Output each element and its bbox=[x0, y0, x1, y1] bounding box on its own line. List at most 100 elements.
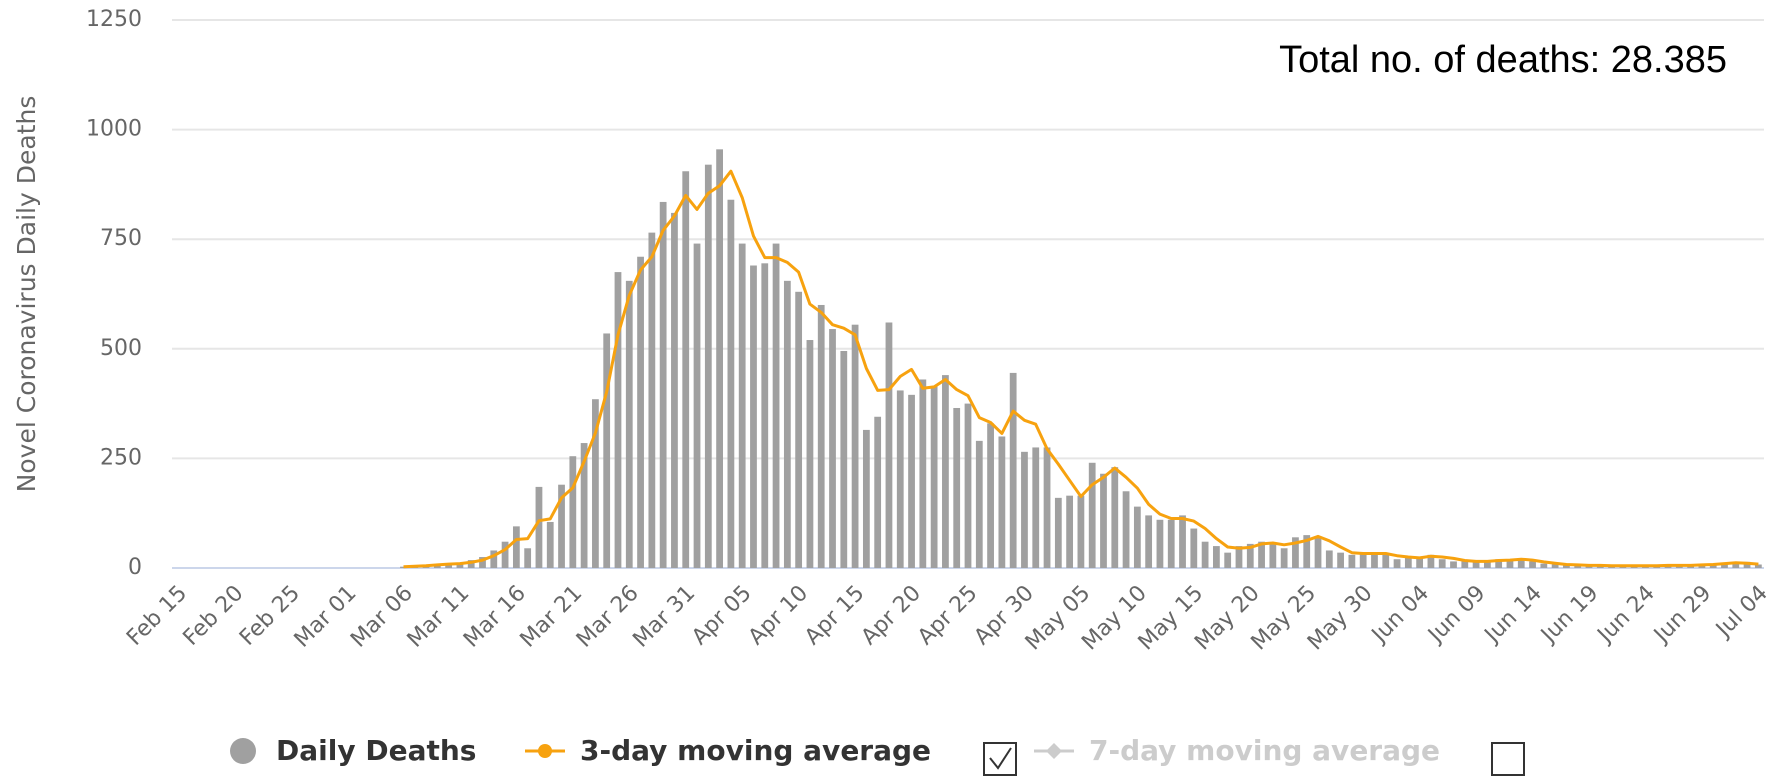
bar bbox=[1054, 497, 1062, 568]
bar bbox=[558, 484, 565, 568]
legend: Daily Deaths 3-day moving average 7-day … bbox=[230, 734, 1525, 776]
bar bbox=[942, 375, 949, 568]
y-tick-label: 250 bbox=[100, 445, 142, 470]
bar bbox=[671, 212, 678, 568]
bar bbox=[1224, 552, 1232, 568]
bar bbox=[1179, 515, 1186, 568]
x-tick-label: Jun 24 bbox=[1592, 581, 1660, 649]
bar bbox=[693, 243, 701, 569]
bar bbox=[896, 390, 904, 568]
x-tick-label: Apr 05 bbox=[687, 581, 756, 650]
bar bbox=[603, 333, 611, 568]
line bbox=[403, 169, 1759, 569]
bar bbox=[829, 329, 836, 568]
bar bbox=[1483, 561, 1491, 568]
annotation: Total no. of deaths: 28.385 bbox=[1279, 39, 1727, 81]
x-tick-label: Feb 20 bbox=[179, 581, 249, 651]
bar bbox=[930, 386, 938, 568]
y-tick-label: 0 bbox=[128, 555, 142, 580]
bar bbox=[467, 560, 475, 568]
bar bbox=[1450, 561, 1457, 568]
x-tick-label: Jun 14 bbox=[1479, 581, 1547, 649]
bar bbox=[987, 423, 994, 568]
bar bbox=[1416, 557, 1424, 568]
bar bbox=[682, 171, 690, 569]
x-tick-label: Jun 04 bbox=[1366, 581, 1434, 649]
bar bbox=[445, 563, 453, 568]
x-tick-label: Apr 15 bbox=[800, 581, 869, 650]
legend-label[interactable]: 3-day moving average bbox=[580, 734, 931, 767]
x-tick-label: Feb 15 bbox=[122, 581, 192, 651]
bar bbox=[1574, 564, 1582, 568]
bar bbox=[1721, 563, 1728, 568]
bar bbox=[546, 521, 554, 568]
bar bbox=[1088, 462, 1096, 568]
y-axis-label: Novel Coronavirus Daily Deaths bbox=[12, 96, 41, 493]
bar bbox=[1100, 473, 1107, 568]
bar bbox=[1404, 557, 1412, 568]
bar bbox=[1585, 565, 1593, 568]
bar bbox=[716, 149, 723, 568]
bar bbox=[1732, 562, 1740, 568]
bar bbox=[1495, 559, 1503, 568]
bar bbox=[727, 199, 735, 568]
bar bbox=[953, 407, 961, 568]
bar bbox=[1563, 565, 1570, 568]
y-tick-label: 750 bbox=[100, 226, 142, 251]
x-tick-label: Jun 09 bbox=[1422, 581, 1490, 649]
bar bbox=[400, 566, 407, 568]
bar bbox=[1325, 550, 1333, 568]
bar bbox=[1472, 561, 1480, 568]
bar bbox=[704, 164, 712, 568]
x-tick-label: Mar 26 bbox=[572, 581, 644, 653]
bar bbox=[1427, 554, 1435, 568]
bar bbox=[1156, 519, 1164, 568]
legend-label[interactable]: 7-day moving average bbox=[1089, 734, 1440, 767]
bar bbox=[783, 280, 791, 568]
bar bbox=[885, 322, 893, 568]
bar bbox=[1743, 561, 1751, 568]
bar bbox=[738, 243, 746, 569]
bar bbox=[535, 486, 543, 568]
checkbox[interactable] bbox=[1491, 742, 1525, 776]
bar bbox=[524, 548, 532, 568]
bar bbox=[772, 243, 780, 569]
bar bbox=[1009, 372, 1017, 568]
legend-marker bbox=[1046, 743, 1062, 759]
bar bbox=[1698, 565, 1706, 568]
bar bbox=[1675, 565, 1683, 568]
bar bbox=[456, 562, 464, 568]
bar bbox=[874, 416, 882, 568]
x-tick-label: Jun 19 bbox=[1535, 581, 1603, 649]
bar bbox=[1043, 447, 1051, 568]
checkmark bbox=[989, 747, 1012, 770]
x-tick-label: Apr 20 bbox=[857, 581, 926, 650]
bar bbox=[1292, 537, 1299, 568]
x-tick-label: Jun 29 bbox=[1648, 581, 1716, 649]
bar bbox=[479, 557, 486, 568]
bar bbox=[1190, 528, 1198, 568]
checkbox[interactable] bbox=[983, 742, 1017, 776]
bar bbox=[648, 232, 656, 568]
bar bbox=[1709, 564, 1717, 568]
bar bbox=[975, 440, 983, 568]
bar bbox=[580, 443, 588, 568]
bar bbox=[1167, 519, 1175, 568]
bar bbox=[1032, 447, 1040, 568]
bar bbox=[1348, 554, 1356, 568]
x-tick-label: Mar 31 bbox=[628, 581, 700, 653]
y-tick-label: 1000 bbox=[86, 117, 142, 142]
bar bbox=[592, 399, 599, 568]
bar bbox=[1280, 548, 1288, 568]
bar bbox=[1122, 491, 1130, 568]
bar bbox=[1314, 537, 1322, 568]
bar bbox=[750, 265, 757, 568]
bar bbox=[1201, 541, 1209, 568]
bar bbox=[1754, 564, 1762, 568]
bar bbox=[964, 403, 972, 568]
bar bbox=[1258, 541, 1265, 568]
bar bbox=[1077, 495, 1085, 568]
legend-label[interactable]: Daily Deaths bbox=[276, 734, 476, 767]
bar bbox=[795, 291, 803, 568]
